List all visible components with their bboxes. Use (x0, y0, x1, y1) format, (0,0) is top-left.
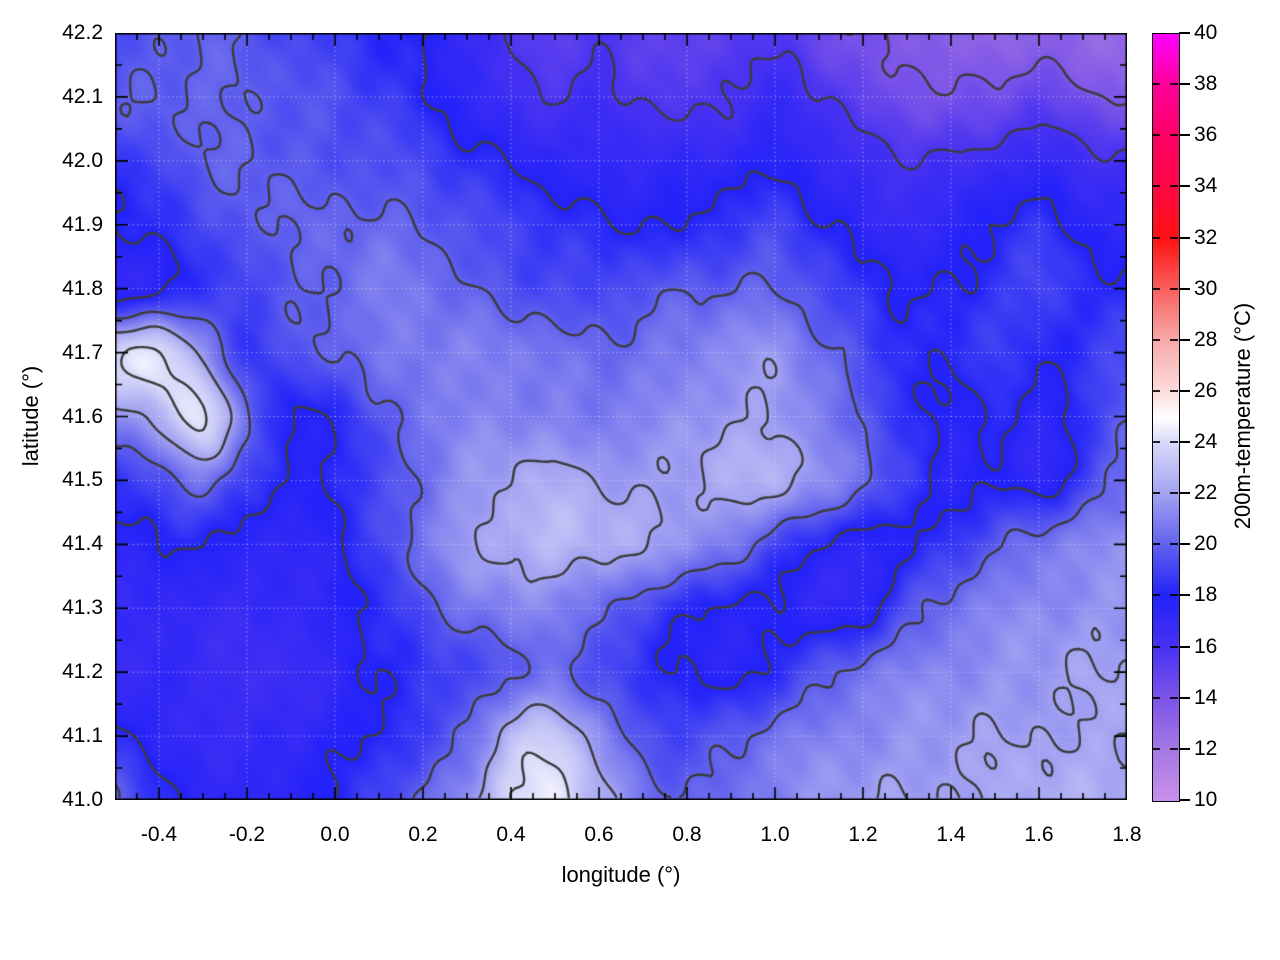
y-tick-label: 41.9 (62, 212, 103, 236)
colorbar-outer-tick (1179, 83, 1190, 86)
colorbar-outer-tick (1179, 338, 1190, 341)
colorbar-tick-label: 30 (1194, 276, 1218, 300)
colorbar-dash (1170, 83, 1178, 86)
colorbar-dash (1170, 441, 1178, 444)
colorbar-tick-label: 22 (1194, 481, 1218, 505)
y-tick-label: 41.6 (62, 404, 103, 428)
y-axis-title: latitude (°) (18, 365, 43, 467)
colorbar-dash (1170, 696, 1178, 699)
colorbar-tick-label: 40 (1194, 21, 1218, 44)
colorbar-tick-label: 18 (1194, 583, 1218, 607)
y-tick-label: 41.8 (62, 276, 103, 300)
x-tick-label: -0.2 (228, 823, 266, 846)
y-tick-label: 42.0 (62, 148, 103, 172)
colorbar-dash (1152, 83, 1160, 86)
colorbar-dash (1170, 287, 1178, 290)
colorbar-tick-label: 12 (1194, 736, 1218, 760)
colorbar-dash (1152, 696, 1160, 699)
y-tick-label: 41.7 (62, 340, 103, 364)
colorbar-outer-tick (1179, 747, 1190, 750)
colorbar-dash (1170, 134, 1178, 137)
colorbar-tick-label: 20 (1194, 532, 1218, 556)
colorbar-outer-tick (1179, 441, 1190, 444)
colorbar-dash (1170, 338, 1178, 341)
colorbar-tick-label: 26 (1194, 378, 1218, 402)
y-tick-label: 42.2 (62, 21, 103, 44)
colorbar-dash (1152, 492, 1160, 495)
colorbar-outer-tick (1179, 134, 1190, 137)
colorbar-dash (1152, 338, 1160, 341)
y-tick-label: 41.2 (62, 660, 103, 684)
colorbar-dash (1152, 389, 1160, 392)
colorbar-dash (1152, 236, 1160, 239)
x-tick-label: 0.2 (408, 823, 438, 846)
x-tick-label: 0.0 (320, 823, 350, 846)
colorbar-dash (1152, 287, 1160, 290)
colorbar-outer-tick (1179, 32, 1190, 34)
colorbar-tick-label: 10 (1194, 788, 1218, 811)
colorbar-dash (1152, 645, 1160, 648)
colorbar-dash (1170, 492, 1178, 495)
colorbar-dash (1170, 543, 1178, 546)
colorbar-tick-label: 14 (1194, 685, 1218, 709)
colorbar-tick-label: 36 (1194, 123, 1218, 147)
colorbar-outer-tick (1179, 492, 1190, 495)
colorbar-outer-tick (1179, 594, 1190, 597)
x-tick-label: -0.4 (140, 823, 178, 846)
colorbar-tick-marks (1152, 32, 1190, 801)
colorbar-title: 200m-temperature (°C) (1230, 302, 1255, 530)
colorbar-tick-label: 24 (1194, 430, 1218, 454)
colorbar-dash (1170, 389, 1178, 392)
colorbar-dash (1152, 594, 1160, 597)
x-tick-label: 1.6 (1024, 823, 1054, 846)
colorbar-outer-tick (1179, 236, 1190, 239)
x-tick-label: 1.8 (1112, 823, 1142, 846)
colorbar-dash (1170, 747, 1178, 750)
colorbar-dash (1170, 236, 1178, 239)
x-tick-label: 1.0 (760, 823, 790, 846)
y-tick-label: 41.4 (62, 532, 103, 556)
x-tick-label: 0.6 (584, 823, 614, 846)
colorbar-dash (1152, 134, 1160, 137)
x-tick-label: 0.4 (496, 823, 526, 846)
colorbar-outer-tick (1179, 185, 1190, 188)
colorbar-outer-tick (1179, 799, 1190, 801)
colorbar-outer-tick (1179, 389, 1190, 392)
y-tick-label: 42.1 (62, 84, 103, 108)
colorbar-dash (1152, 185, 1160, 188)
temperature-map-canvas (115, 33, 1127, 800)
colorbar-dash (1152, 543, 1160, 546)
colorbar-dash (1152, 747, 1160, 750)
colorbar-tick-label: 28 (1194, 327, 1218, 351)
colorbar-tick-label: 38 (1194, 72, 1218, 96)
colorbar-outer-tick (1179, 543, 1190, 546)
colorbar-dash (1170, 185, 1178, 188)
colorbar-outer-tick (1179, 645, 1190, 648)
y-tick-label: 41.0 (62, 788, 103, 811)
colorbar-dash (1170, 594, 1178, 597)
colorbar-dash (1152, 441, 1160, 444)
y-tick-label: 41.3 (62, 596, 103, 620)
colorbar-tick-label: 34 (1194, 174, 1218, 198)
colorbar-tick-label: 32 (1194, 225, 1218, 249)
colorbar-tick-label: 16 (1194, 634, 1218, 658)
colorbar-dash (1170, 645, 1178, 648)
colorbar-outer-tick (1179, 287, 1190, 290)
x-tick-label: 1.4 (936, 823, 966, 846)
x-tick-label: 1.2 (848, 823, 878, 846)
x-tick-label: 0.8 (672, 823, 702, 846)
y-tick-label: 41.5 (62, 468, 103, 492)
y-tick-label: 41.1 (62, 724, 103, 748)
colorbar-outer-tick (1179, 696, 1190, 699)
x-axis-title: longitude (°) (561, 862, 681, 887)
colorbar-gradient (1152, 33, 1180, 802)
